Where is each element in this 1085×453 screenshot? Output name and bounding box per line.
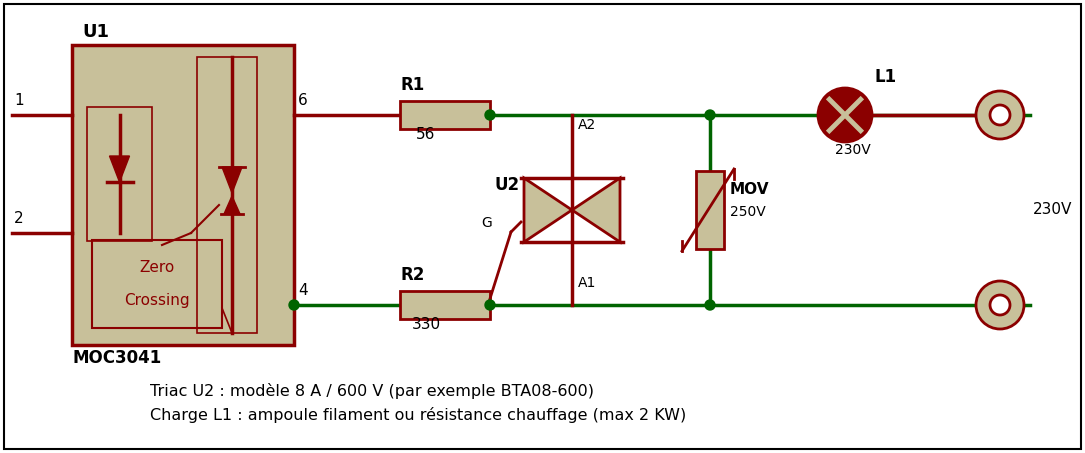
Circle shape bbox=[976, 281, 1024, 329]
Bar bbox=[695, 171, 724, 249]
Circle shape bbox=[976, 91, 1024, 139]
Text: MOC3041: MOC3041 bbox=[72, 349, 162, 367]
Text: Crossing: Crossing bbox=[124, 293, 190, 308]
Text: R2: R2 bbox=[400, 266, 424, 284]
Text: A2: A2 bbox=[578, 118, 597, 132]
Text: L1: L1 bbox=[875, 68, 896, 86]
Text: U1: U1 bbox=[82, 23, 108, 41]
Polygon shape bbox=[110, 156, 129, 182]
Text: 4: 4 bbox=[298, 283, 308, 298]
Text: A1: A1 bbox=[578, 276, 597, 290]
Polygon shape bbox=[224, 196, 240, 214]
Bar bbox=[92, 240, 222, 328]
Text: G: G bbox=[481, 216, 492, 230]
Circle shape bbox=[705, 110, 715, 120]
Text: R1: R1 bbox=[400, 76, 424, 94]
Bar bbox=[400, 291, 490, 319]
Bar bbox=[197, 57, 257, 333]
Polygon shape bbox=[572, 178, 620, 242]
Polygon shape bbox=[524, 178, 572, 242]
Circle shape bbox=[485, 300, 495, 310]
Bar bbox=[400, 101, 490, 129]
Circle shape bbox=[990, 295, 1010, 315]
Polygon shape bbox=[222, 167, 242, 193]
Text: 2: 2 bbox=[14, 211, 24, 226]
Text: 230V: 230V bbox=[835, 143, 871, 157]
Text: Triac U2 : modèle 8 A / 600 V (par exemple BTA08-600): Triac U2 : modèle 8 A / 600 V (par exemp… bbox=[150, 383, 593, 399]
Text: Charge L1 : ampoule filament ou résistance chauffage (max 2 KW): Charge L1 : ampoule filament ou résistan… bbox=[150, 407, 686, 423]
Text: Zero: Zero bbox=[139, 260, 175, 275]
Text: U2: U2 bbox=[494, 176, 519, 194]
Text: 250V: 250V bbox=[730, 205, 766, 219]
Text: 1: 1 bbox=[14, 93, 24, 108]
Bar bbox=[87, 107, 152, 241]
Circle shape bbox=[289, 300, 299, 310]
Circle shape bbox=[990, 105, 1010, 125]
Text: 230V: 230V bbox=[1033, 202, 1072, 217]
Circle shape bbox=[818, 88, 872, 142]
Text: 330: 330 bbox=[412, 317, 442, 332]
Text: 56: 56 bbox=[416, 127, 435, 142]
Text: MOV: MOV bbox=[730, 182, 769, 197]
Circle shape bbox=[485, 110, 495, 120]
Text: 6: 6 bbox=[298, 93, 308, 108]
Bar bbox=[72, 45, 294, 345]
Circle shape bbox=[705, 300, 715, 310]
